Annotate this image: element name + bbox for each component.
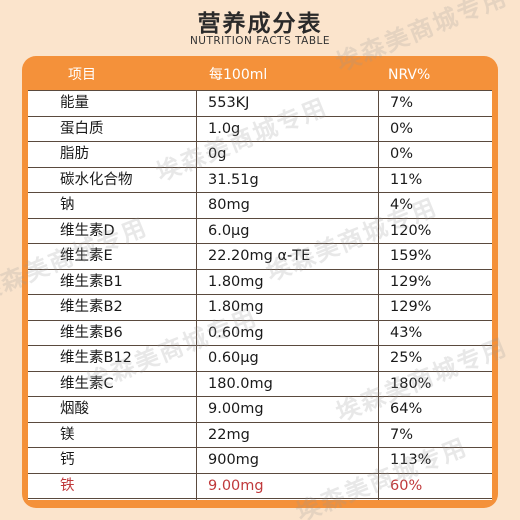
cell-per: 9.00mg	[208, 477, 264, 494]
page-title: 营养成分表	[197, 11, 323, 37]
cell-nrv: 7%	[390, 95, 414, 111]
cell-per: 0.60mg	[208, 324, 264, 341]
table-row: 镁 22mg 7%	[28, 423, 492, 448]
table-row: 烟酸 9.00mg 64%	[28, 397, 492, 423]
cell-item: 维生素B1	[60, 273, 123, 290]
cell-item: 维生素B2	[60, 299, 123, 315]
cell-item: 能量	[60, 95, 89, 111]
table-row: 维生素B1 1.80mg 129%	[28, 270, 492, 295]
cell-per: 0g	[208, 146, 227, 162]
table-row: 脂肪 0g 0%	[28, 142, 492, 168]
table-row: 碳水化合物 31.51g 11%	[28, 168, 492, 193]
cell-nrv: 0%	[390, 120, 414, 137]
cell-nrv: 25%	[390, 350, 423, 366]
table-row: 蛋白质 1.0g 0%	[28, 117, 492, 142]
header: 营养成分表 NUTRITION FACTS TABLE	[0, 0, 520, 58]
table-row: 铁 9.00mg 60%	[28, 474, 492, 499]
cell-item: 维生素E	[60, 248, 113, 264]
cell-item: 维生素D	[60, 222, 115, 239]
cell-item: 铁	[60, 477, 75, 494]
cell-nrv: 120%	[390, 222, 432, 239]
table-row: 维生素B12 0.60µg 25%	[28, 346, 492, 372]
nutrition-table	[28, 90, 492, 500]
cell-item: 镁	[60, 426, 75, 443]
column-header-nrv: NRV%	[388, 67, 431, 83]
cell-nrv: 4%	[390, 197, 414, 213]
cell-nrv: 159%	[390, 248, 432, 264]
table-row: 能量 553KJ 7%	[28, 91, 492, 117]
column-header-item: 项目	[68, 67, 96, 83]
table-row: 钙 900mg 113%	[28, 448, 492, 474]
table-row: 维生素E 22.20mg α-TE 159%	[28, 244, 492, 270]
page-subtitle: NUTRITION FACTS TABLE	[189, 35, 331, 47]
column-divider	[378, 90, 379, 500]
cell-nrv: 11%	[390, 171, 423, 188]
cell-per: 1.0g	[208, 120, 241, 137]
table-row: 维生素B6 0.60mg 43%	[28, 321, 492, 346]
cell-nrv: 64%	[390, 401, 423, 417]
cell-per: 1.80mg	[208, 273, 264, 290]
cell-nrv: 0%	[390, 146, 414, 162]
cell-per: 6.0µg	[208, 222, 250, 239]
cell-nrv: 43%	[390, 324, 423, 341]
cell-per: 31.51g	[208, 171, 259, 188]
cell-item: 钠	[60, 197, 75, 213]
column-divider	[196, 90, 197, 500]
cell-per: 180.0mg	[208, 375, 273, 392]
table-top-border	[28, 90, 492, 91]
cell-per: 1.80mg	[208, 299, 264, 315]
cell-item: 维生素B12	[60, 350, 132, 366]
cell-item: 脂肪	[60, 146, 89, 162]
cell-per: 9.00mg	[208, 401, 264, 417]
cell-item: 烟酸	[60, 401, 89, 417]
cell-per: 22.20mg α-TE	[208, 248, 311, 264]
cell-item: 钙	[60, 452, 75, 468]
cell-nrv: 60%	[390, 477, 423, 494]
cell-per: 0.60µg	[208, 350, 259, 366]
cell-nrv: 7%	[390, 426, 414, 443]
cell-per: 900mg	[208, 452, 260, 468]
cell-per: 553KJ	[208, 95, 250, 111]
cell-nrv: 113%	[390, 452, 432, 468]
table-row: 维生素D 6.0µg 120%	[28, 219, 492, 244]
cell-nrv: 129%	[390, 299, 432, 315]
cell-nrv: 180%	[390, 375, 432, 392]
cell-per: 22mg	[208, 426, 250, 443]
table-row: 维生素B2 1.80mg 129%	[28, 295, 492, 321]
table-row: 钠 80mg 4%	[28, 193, 492, 219]
table-row: 维生素C 180.0mg 180%	[28, 372, 492, 397]
cell-item: 维生素C	[60, 375, 114, 392]
cell-item: 维生素B6	[60, 324, 123, 341]
column-header-per-100ml: 每100ml	[209, 67, 268, 83]
cell-item: 蛋白质	[60, 120, 104, 137]
cell-per: 80mg	[208, 197, 250, 213]
cell-nrv: 129%	[390, 273, 432, 290]
cell-item: 碳水化合物	[60, 171, 133, 188]
